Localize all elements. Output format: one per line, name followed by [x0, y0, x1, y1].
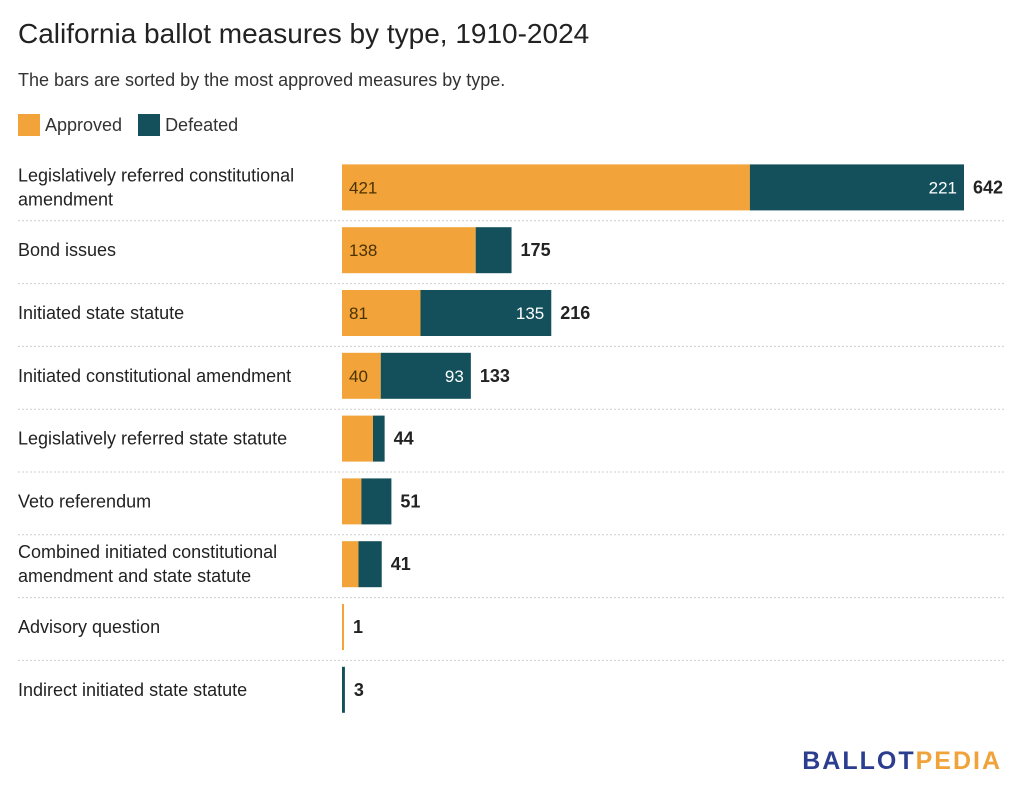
label-total: 642 [973, 177, 1003, 197]
chart-subtitle: The bars are sorted by the most approved… [18, 70, 506, 90]
label-total: 44 [394, 429, 414, 449]
category-label: Legislatively referred constitutional ame… [18, 165, 294, 209]
logo-text-pedia: PEDIA [915, 747, 1002, 775]
category-label: Bond issues [18, 240, 116, 260]
label-approved: 81 [349, 304, 368, 323]
label-approved: 138 [349, 241, 377, 260]
label-defeated: 93 [445, 367, 464, 386]
bar-defeated [358, 541, 382, 588]
bar-approved [342, 164, 750, 211]
bar-approved [342, 227, 476, 274]
label-total: 41 [391, 554, 411, 574]
label-defeated: 135 [516, 304, 544, 323]
category-label: Initiated constitutional amendment [18, 366, 291, 386]
label-total: 175 [521, 240, 551, 260]
category-label: Veto referendum [18, 491, 151, 511]
legend-label-approved: Approved [45, 114, 123, 135]
label-approved: 421 [349, 178, 377, 197]
bar-defeated [380, 352, 471, 399]
label-total: 3 [354, 680, 364, 700]
label-approved: 40 [349, 367, 368, 386]
legend-item-approved: Approved [18, 114, 122, 136]
bar-approved [342, 290, 421, 336]
bar-approved [342, 541, 359, 588]
bar-defeated [420, 290, 552, 336]
bar-approved [342, 604, 344, 650]
bar-approved [342, 352, 381, 399]
bar-defeated [475, 227, 512, 274]
stacked-bar-chart: Legislatively referred constitutional ame… [18, 164, 1006, 713]
category-label: Initiated state statute [18, 303, 184, 323]
category-label: Indirect initiated state statute [18, 680, 247, 700]
label-total: 133 [480, 366, 510, 386]
label-total: 1 [353, 617, 363, 637]
category-label: Legislatively referred state statute [18, 429, 287, 449]
bar-defeated [361, 478, 392, 525]
label-total: 51 [400, 491, 420, 511]
category-label: Advisory question [18, 617, 160, 637]
legend-item-defeated: Defeated [138, 114, 238, 136]
legend-swatch-defeated [138, 114, 161, 136]
ballotpedia-logo: BALLOTPEDIA [802, 747, 1002, 776]
legend-swatch-approved [18, 114, 40, 136]
bar-defeated [342, 666, 345, 713]
legend-label-defeated: Defeated [165, 114, 239, 135]
bar-defeated [373, 415, 385, 462]
category-label: Combined initiated constitutional amendme… [18, 542, 277, 586]
chart-title: California ballot measures by type, 1910… [18, 18, 590, 49]
bar-approved [342, 478, 362, 525]
bar-defeated [749, 164, 964, 211]
label-total: 216 [560, 303, 590, 323]
label-defeated: 221 [929, 178, 957, 197]
legend: Approved Defeated [18, 114, 254, 136]
bar-approved [342, 415, 374, 462]
logo-text-ballot: BALLOT [802, 747, 916, 775]
